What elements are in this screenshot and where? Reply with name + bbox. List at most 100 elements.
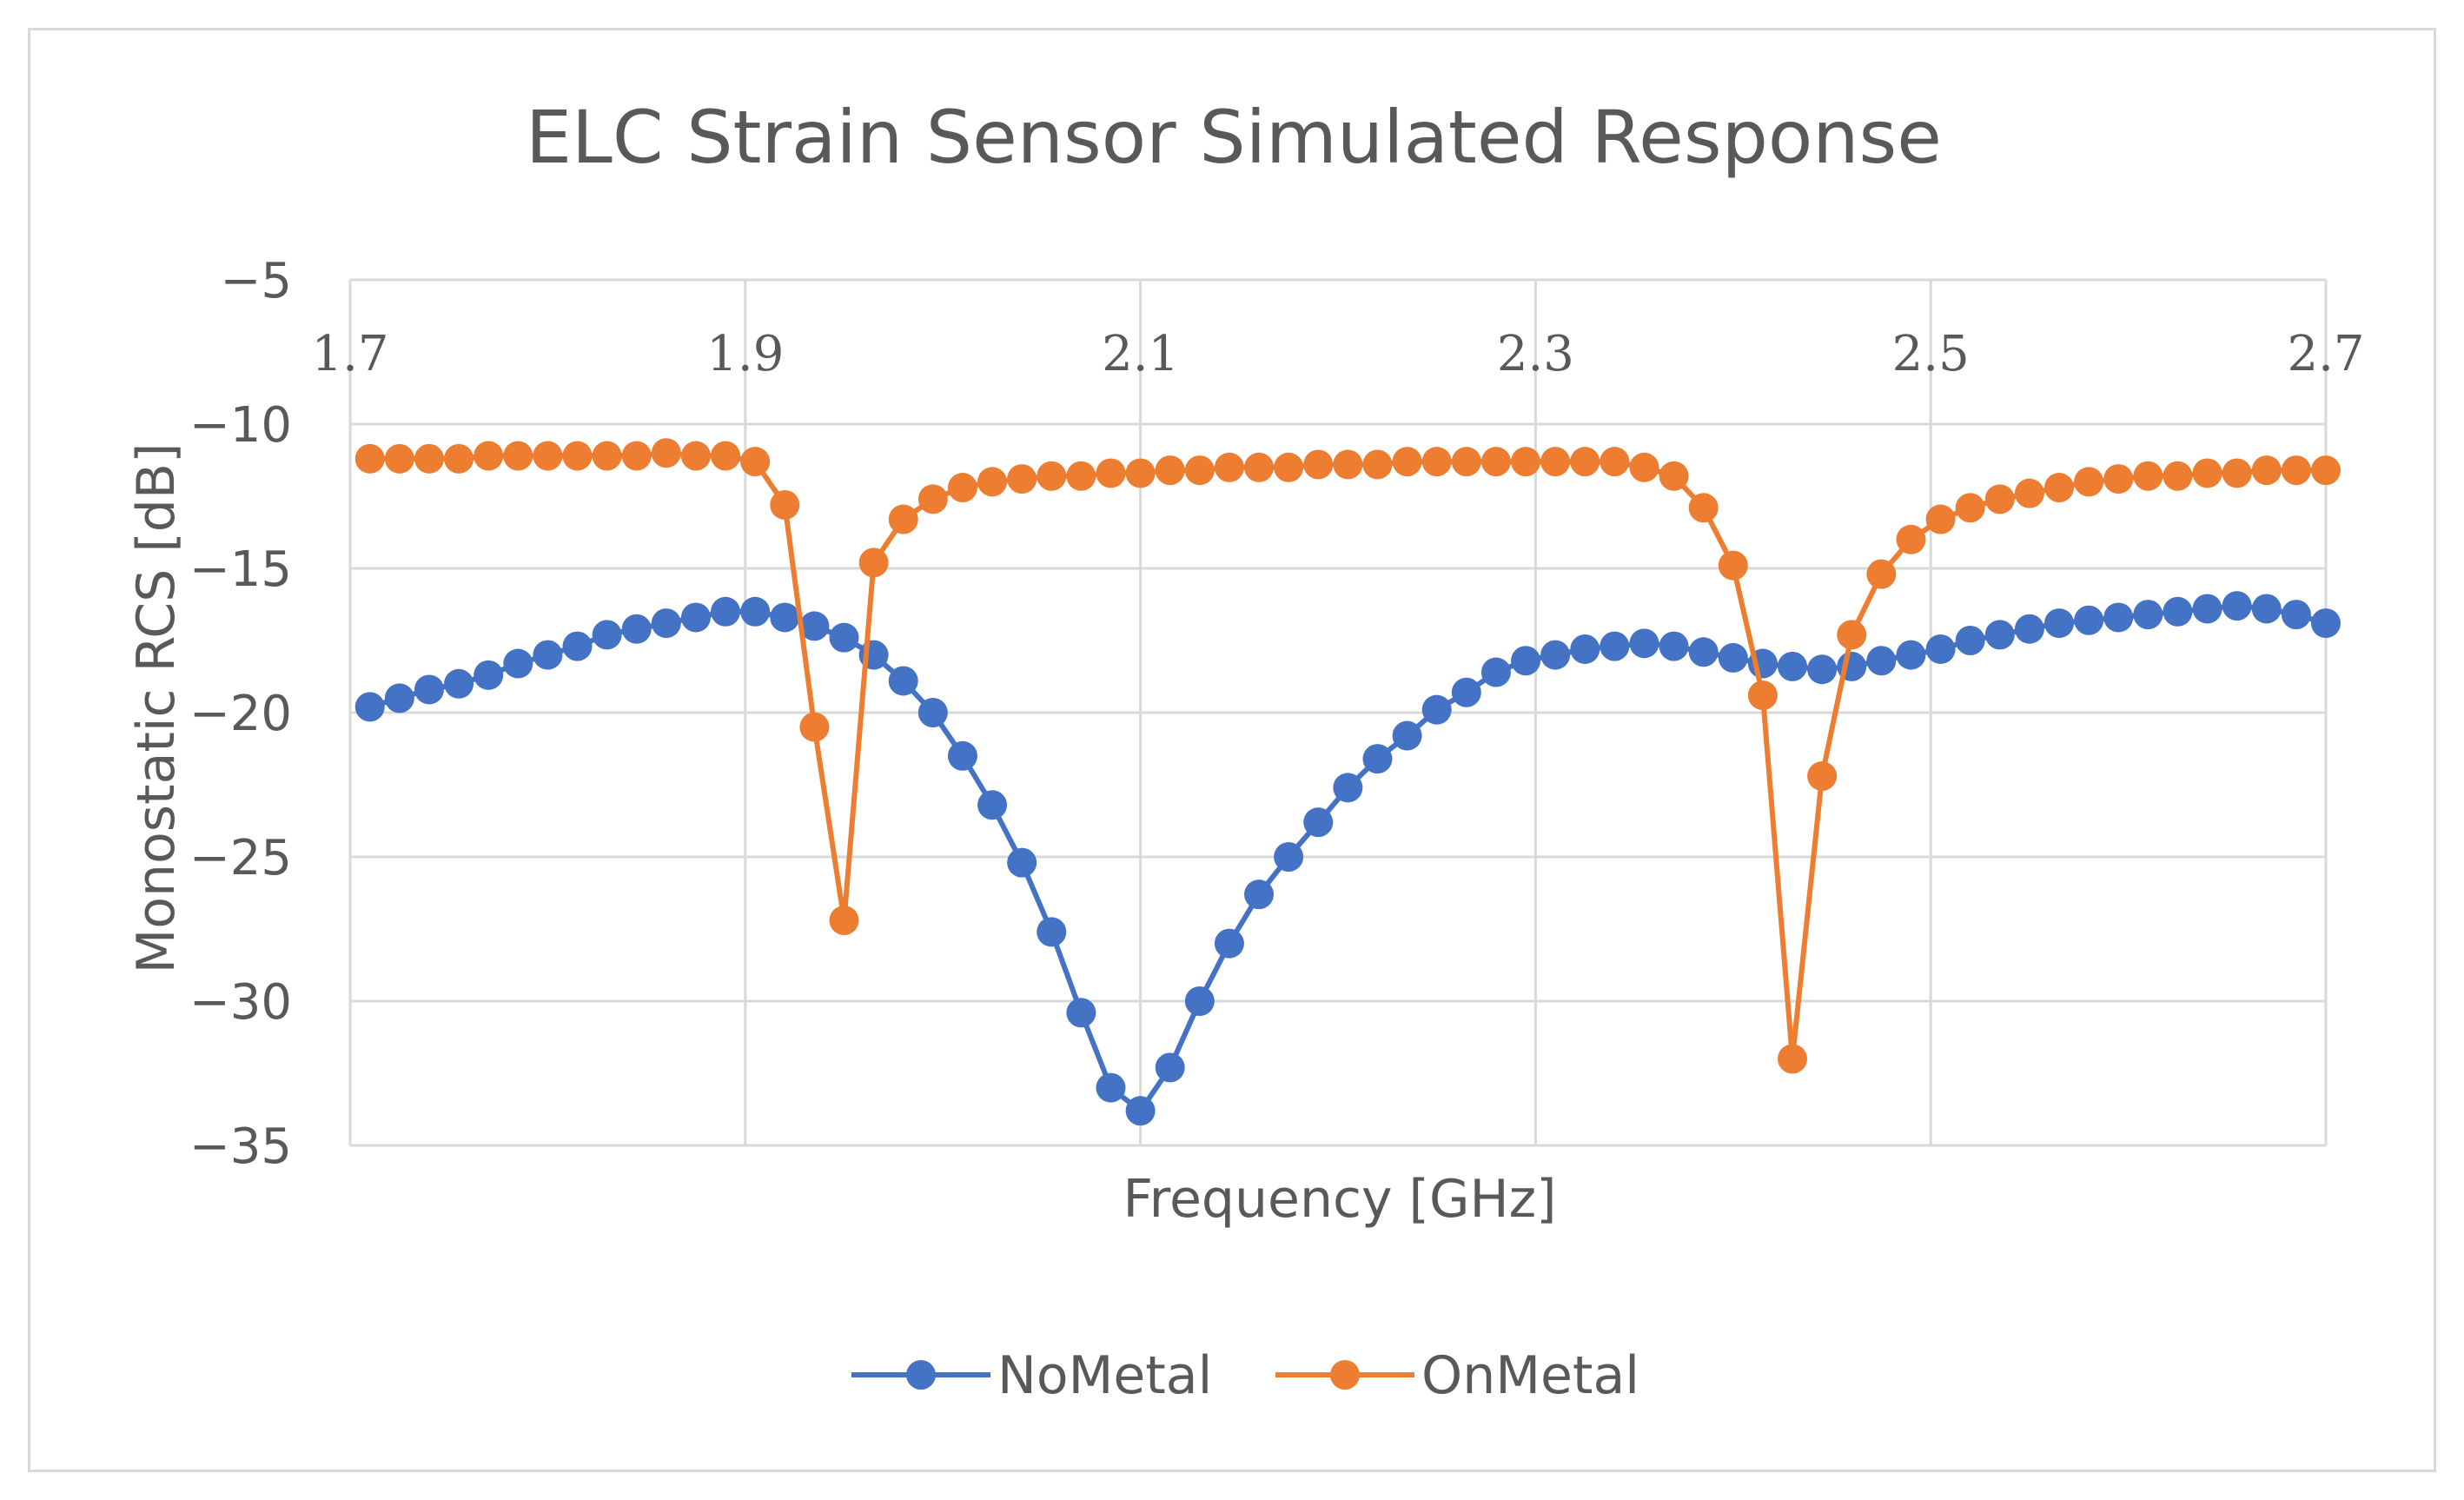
y-tick-label: −10 <box>189 397 292 454</box>
x-tick-label: 2.3 <box>1497 326 1574 382</box>
data-point-NoMetal <box>384 683 414 713</box>
data-point-NoMetal <box>799 611 830 641</box>
legend-item-NoMetal: NoMetal <box>851 1345 1212 1406</box>
data-point-OnMetal <box>917 484 948 514</box>
legend: NoMetal OnMetal <box>851 1345 1639 1406</box>
data-point-OnMetal <box>2192 458 2222 488</box>
x-tick-labels: 1.7 1.9 2.1 2.3 2.5 2.7 <box>311 326 2364 382</box>
data-point-OnMetal <box>2222 458 2252 488</box>
data-point-NoMetal <box>1066 998 1096 1028</box>
data-point-NoMetal <box>1362 744 1393 774</box>
data-point-NoMetal <box>917 698 948 727</box>
data-point-OnMetal <box>1037 461 1067 491</box>
grid-lines <box>348 278 2328 1147</box>
data-point-NoMetal <box>2281 600 2311 630</box>
data-point-OnMetal <box>1659 461 1689 491</box>
chart-title: ELC Strain Sensor Simulated Response <box>526 95 1942 180</box>
data-point-OnMetal <box>2074 467 2104 497</box>
data-point-OnMetal <box>1451 447 1481 477</box>
data-point-OnMetal <box>1333 449 1363 480</box>
data-point-NoMetal <box>1866 646 1897 676</box>
data-point-NoMetal <box>1244 879 1275 910</box>
data-point-NoMetal <box>1778 651 1808 681</box>
data-point-NoMetal <box>1925 634 1956 664</box>
data-point-OnMetal <box>354 443 385 474</box>
data-point-OnMetal <box>2251 455 2282 486</box>
data-point-OnMetal <box>1155 455 1185 486</box>
data-point-OnMetal <box>2163 461 2193 491</box>
series-NoMetal <box>354 591 2341 1126</box>
data-point-OnMetal <box>621 441 652 471</box>
data-point-NoMetal <box>740 596 771 627</box>
legend-marker <box>1330 1360 1360 1390</box>
data-point-OnMetal <box>1007 464 1037 494</box>
data-point-NoMetal <box>592 620 622 650</box>
data-point-NoMetal <box>2103 602 2134 633</box>
x-tick-label: 2.5 <box>1892 326 1970 382</box>
data-point-NoMetal <box>1096 1072 1126 1103</box>
data-point-NoMetal <box>1037 917 1067 947</box>
data-point-OnMetal <box>1807 761 1838 792</box>
data-point-OnMetal <box>592 441 622 471</box>
x-tick-label: 1.7 <box>311 326 388 382</box>
data-point-OnMetal <box>799 712 830 742</box>
data-point-NoMetal <box>1984 620 2015 650</box>
data-point-OnMetal <box>1984 484 2015 514</box>
y-tick-label: −20 <box>189 686 292 742</box>
data-point-NoMetal <box>2222 591 2252 621</box>
y-tick-label: −5 <box>220 253 292 309</box>
data-point-NoMetal <box>1007 847 1037 878</box>
legend-label: NoMetal <box>997 1345 1212 1406</box>
data-point-NoMetal <box>474 660 504 690</box>
data-point-OnMetal <box>858 548 889 578</box>
data-point-OnMetal <box>1570 447 1600 477</box>
data-point-NoMetal <box>1333 773 1363 803</box>
data-point-OnMetal <box>1480 447 1511 477</box>
data-point-OnMetal <box>888 504 918 534</box>
data-point-NoMetal <box>829 622 859 653</box>
data-point-OnMetal <box>1421 447 1452 477</box>
data-point-OnMetal <box>533 441 563 471</box>
data-point-OnMetal <box>680 441 711 471</box>
data-point-NoMetal <box>1629 628 1659 659</box>
data-point-OnMetal <box>2103 464 2134 494</box>
data-point-OnMetal <box>562 441 593 471</box>
data-point-NoMetal <box>1274 842 1304 872</box>
data-point-OnMetal <box>651 438 681 468</box>
data-point-OnMetal <box>1244 452 1275 482</box>
data-point-NoMetal <box>680 602 711 633</box>
data-point-NoMetal <box>1184 986 1215 1016</box>
data-point-NoMetal <box>651 608 681 639</box>
data-point-OnMetal <box>1718 550 1748 581</box>
data-point-OnMetal <box>2133 461 2163 491</box>
data-point-NoMetal <box>2133 600 2163 630</box>
data-point-NoMetal <box>1392 720 1422 751</box>
chart-frame <box>28 28 2436 1472</box>
legend-label: OnMetal <box>1421 1345 1639 1406</box>
data-point-OnMetal <box>1600 447 1630 477</box>
data-point-OnMetal <box>1688 493 1719 523</box>
x-tick-label: 2.1 <box>1102 326 1179 382</box>
data-point-OnMetal <box>770 489 800 520</box>
data-point-NoMetal <box>621 614 652 644</box>
data-point-OnMetal <box>384 443 414 474</box>
data-point-NoMetal <box>533 640 563 670</box>
data-point-OnMetal <box>1184 455 1215 486</box>
data-point-OnMetal <box>1096 458 1126 488</box>
data-point-OnMetal <box>1925 504 1956 534</box>
y-tick-label: −30 <box>189 974 292 1031</box>
data-point-OnMetal <box>1629 452 1659 482</box>
data-point-OnMetal <box>1274 452 1304 482</box>
data-point-OnMetal <box>1896 524 1926 554</box>
data-point-OnMetal <box>414 443 444 474</box>
data-point-OnMetal <box>1392 447 1422 477</box>
data-point-NoMetal <box>1955 626 1985 655</box>
y-axis-title: Monostatic RCS [dB] <box>126 443 187 974</box>
data-point-OnMetal <box>829 906 859 936</box>
series-layer <box>354 438 2341 1126</box>
series-line-NoMetal <box>368 603 2327 1114</box>
data-point-OnMetal <box>711 441 741 471</box>
data-point-NoMetal <box>1451 677 1481 707</box>
data-point-OnMetal <box>444 443 474 474</box>
